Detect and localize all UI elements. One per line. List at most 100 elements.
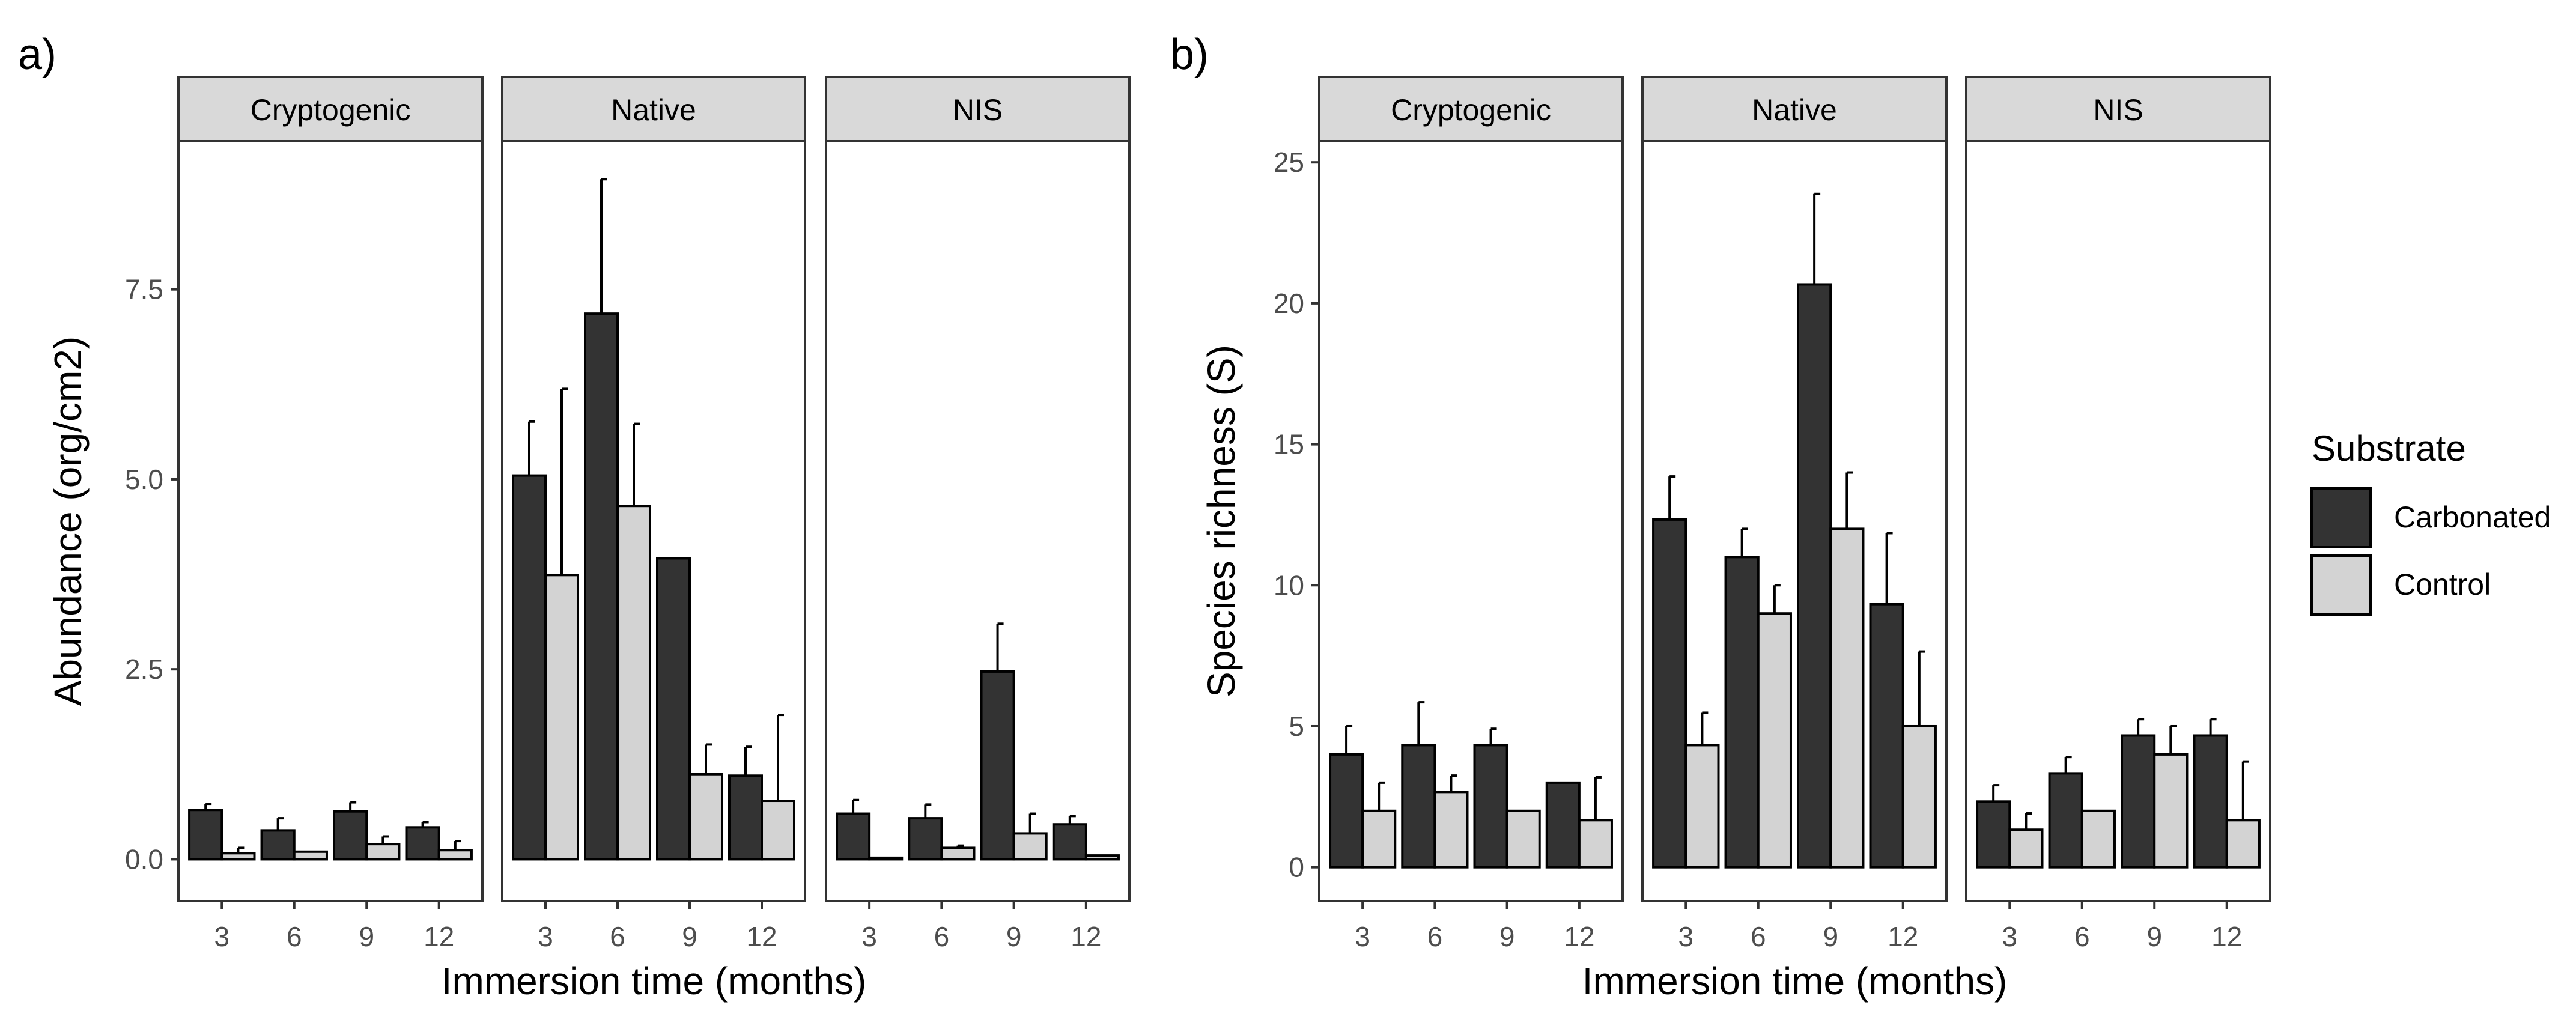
x-tick-label: 9: [1823, 921, 1838, 952]
facet-strip-label: Cryptogenic: [1391, 93, 1551, 127]
y-tick-label: 0.0: [125, 843, 163, 875]
bar-carbonated: [1976, 800, 2011, 869]
legend-label-control: Control: [2394, 568, 2491, 601]
x-tick-label: 9: [1006, 921, 1022, 952]
bar-control: [365, 843, 401, 861]
facet-strip: [825, 76, 1131, 142]
x-tick-label: 12: [746, 921, 777, 952]
facet-cryptogenic: Cryptogenic 3 6 9 12: [177, 76, 484, 952]
bar-control: [1684, 744, 1720, 869]
panel-background: [1319, 141, 1623, 901]
x-tick-label: 6: [287, 921, 302, 952]
bar-control: [437, 849, 473, 861]
legend-title: Substrate: [2312, 428, 2466, 469]
bar-control: [616, 505, 651, 861]
bar-control: [220, 852, 256, 861]
bar-carbonated: [1797, 283, 1832, 869]
bar-control: [544, 574, 579, 861]
bar-control: [1505, 809, 1541, 869]
bar-carbonated: [333, 810, 368, 861]
x-tick-label: 6: [1751, 921, 1766, 952]
x-tick-label: 3: [1678, 921, 1694, 952]
facet-strip-label: Cryptogenic: [251, 93, 411, 127]
panel-border: [1641, 140, 1948, 902]
legend: Substrate Carbonated Control: [2310, 428, 2551, 616]
bar-carbonated: [1401, 744, 1436, 869]
bar-carbonated: [728, 774, 763, 861]
bar-carbonated: [2193, 734, 2228, 869]
bar-carbonated: [1869, 603, 1904, 869]
y-tick-label: 15: [1274, 429, 1304, 460]
bar-carbonated: [980, 670, 1015, 861]
x-tick-label: 9: [1499, 921, 1515, 952]
x-tick-label: 12: [2211, 921, 2242, 952]
bar-carbonated: [2048, 772, 2083, 869]
legend-swatch-carbonated: [2310, 487, 2372, 548]
facet-strip-label: Native: [611, 93, 696, 127]
bar-carbonated: [1652, 518, 1687, 869]
bar-control: [1361, 809, 1397, 869]
x-tick-label: 3: [538, 921, 553, 952]
y-tick-label: 5: [1289, 711, 1304, 742]
facet-strip-label: NIS: [2093, 93, 2143, 127]
panel-border: [501, 140, 806, 902]
y-axis-title: Abundance (org/cm2): [46, 336, 90, 706]
bar-control: [1901, 724, 1937, 869]
bar-control: [868, 856, 904, 861]
chart-b: b) Species richness (S) Immersion time (mo…: [1170, 31, 2271, 1003]
x-axis-title: Immersion time (months): [1582, 959, 2008, 1003]
bar-carbonated: [1052, 823, 1087, 861]
bar-carbonated: [260, 829, 296, 861]
facet-native: Native 3 6 9 12: [1641, 76, 1948, 952]
bar-carbonated: [512, 474, 547, 861]
bar-control: [1084, 854, 1120, 861]
bar-control: [761, 800, 795, 861]
bar-carbonated: [1473, 744, 1508, 869]
y-tick-label: 0: [1289, 852, 1304, 883]
bar-carbonated: [2121, 734, 2156, 869]
panel-tag: b): [1170, 31, 1209, 79]
facet-strip: [501, 76, 806, 142]
panel-tag: a): [18, 31, 56, 79]
facet-strip: [1965, 76, 2271, 142]
x-tick-label: 3: [2002, 921, 2017, 952]
x-tick-label: 12: [1564, 921, 1594, 952]
bar-carbonated: [836, 812, 871, 861]
bar-carbonated: [1724, 556, 1760, 869]
y-tick-label: 25: [1274, 147, 1304, 178]
bar-control: [1578, 819, 1613, 869]
panel-background: [826, 141, 1129, 901]
x-tick-label: 9: [682, 921, 697, 952]
bar-control: [688, 773, 723, 861]
panel-border: [1965, 140, 2271, 902]
bar-control: [940, 846, 976, 861]
facet-nis: NIS 3 6 9 12: [1965, 76, 2271, 952]
facet-nis: NIS 3 6 9 12: [825, 76, 1131, 952]
y-axis-title: Species richness (S): [1200, 345, 1243, 697]
bar-control: [293, 850, 328, 861]
x-tick-label: 9: [359, 921, 374, 952]
panel-border: [177, 140, 484, 902]
y-tick-label: 10: [1274, 569, 1304, 601]
y-tick-label: 2.5: [125, 654, 163, 685]
legend-swatch-control: [2310, 554, 2372, 616]
facet-strip: [1318, 76, 1624, 142]
x-tick-label: 12: [424, 921, 454, 952]
panel-background: [178, 141, 482, 901]
x-tick-label: 3: [214, 921, 229, 952]
legend-label-carbonated: Carbonated: [2394, 500, 2551, 534]
bar-carbonated: [908, 817, 943, 861]
bar-control: [1829, 527, 1865, 869]
bar-control: [1012, 832, 1048, 861]
chart-a: a) Abundance (org/cm2) Immersion time (mon…: [18, 31, 1131, 1003]
facet-strip-label: Native: [1752, 93, 1837, 127]
facet-strip-label: NIS: [953, 93, 1003, 127]
x-tick-label: 12: [1071, 921, 1101, 952]
bar-carbonated: [656, 557, 691, 861]
facet-strip: [177, 76, 484, 142]
bar-carbonated: [584, 312, 619, 861]
panel-border: [825, 140, 1131, 902]
x-axis-title: Immersion time (months): [442, 959, 867, 1003]
y-tick-label: 5.0: [125, 464, 163, 495]
